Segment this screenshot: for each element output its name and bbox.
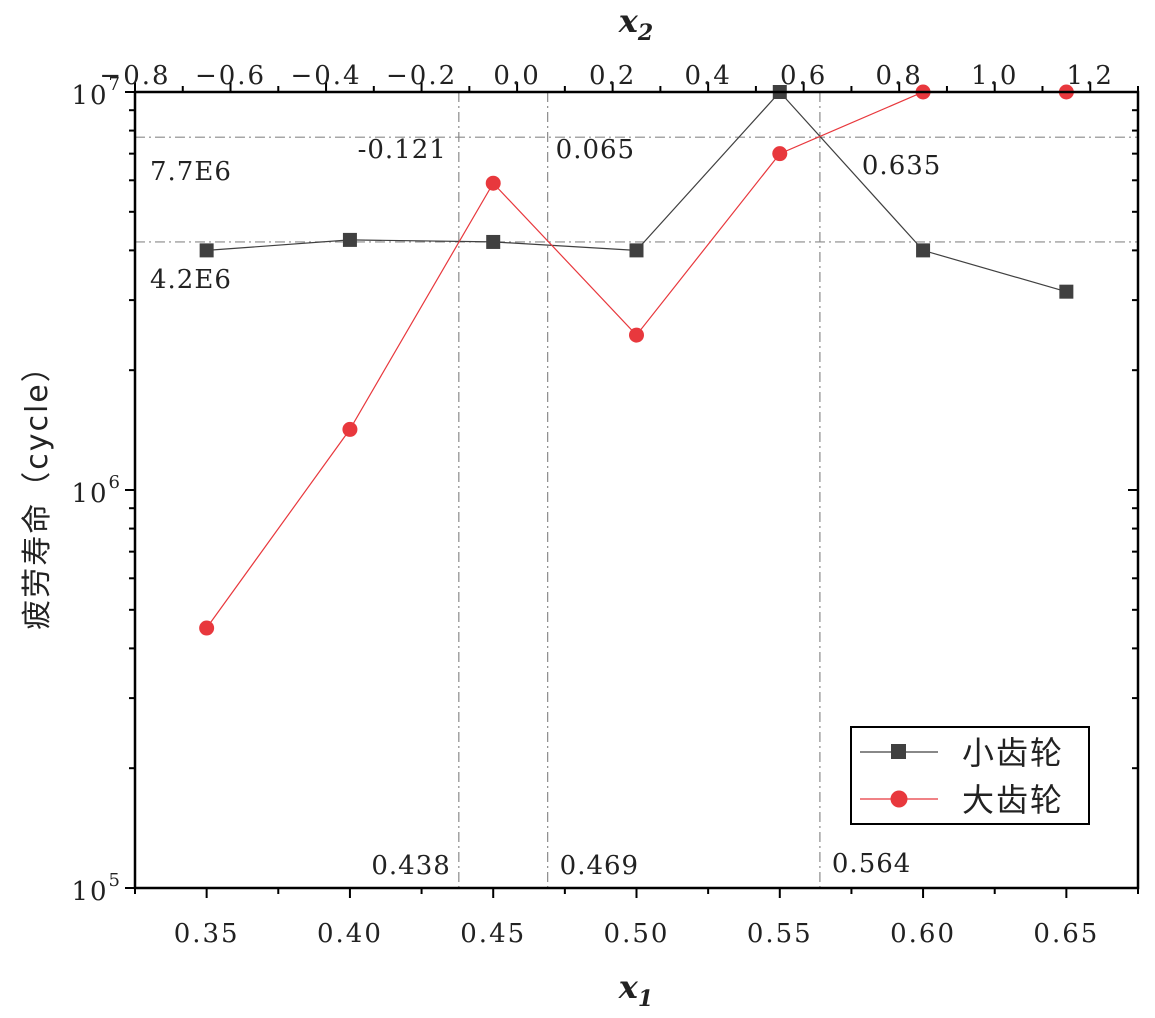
y-tick-label: 106 <box>71 472 122 509</box>
legend-marker-large-gear <box>890 790 908 808</box>
annotation-label: 0.635 <box>862 151 941 181</box>
x1-tick-label: 0.45 <box>460 919 526 949</box>
data-point-square <box>916 243 931 258</box>
annotation-label: 0.065 <box>556 135 635 165</box>
x2-tick-label: 0.6 <box>780 61 827 91</box>
x2-tick-label: 1.0 <box>971 61 1018 91</box>
series-line <box>206 91 1067 293</box>
data-point-square <box>199 243 214 258</box>
legend: 小齿轮 大齿轮 <box>850 726 1090 825</box>
x2-tick-label: −0.6 <box>195 61 266 91</box>
x1-tick-label: 0.55 <box>747 919 813 949</box>
x1-tick-label: 0.50 <box>604 919 670 949</box>
x2-tick-label: 1.2 <box>1067 61 1114 91</box>
annotation-label: 0.469 <box>560 851 639 881</box>
x2-tick-label: −0.8 <box>99 61 170 91</box>
data-point-square <box>486 234 501 249</box>
x1-tick-label: 0.40 <box>317 919 383 949</box>
x2-tick-label: 0.4 <box>684 61 731 91</box>
legend-box <box>850 726 1090 825</box>
tick-labels: 0.35 0.40 0.45 0.50 0.55 0.60 0.65 −0.8 −0.6 −0.4… <box>71 61 1114 949</box>
data-point-circle <box>629 327 644 343</box>
annotations: 0.438 0.469 0.564 -0.121 0.065 0.635 7.7E6 4.2E… <box>150 135 941 881</box>
data-point-circle <box>485 175 501 191</box>
data-point-square <box>342 232 357 247</box>
legend-label-large-gear: 大齿轮 <box>962 781 1064 819</box>
x1-tick-label: 0.65 <box>1033 919 1099 949</box>
x2-tick-label: −0.2 <box>386 61 457 91</box>
legend-marker-small-gear <box>891 744 906 759</box>
annotation-label: 7.7E6 <box>150 157 232 187</box>
x2-tick-label: −0.4 <box>290 61 361 91</box>
y-tick-label: 107 <box>71 74 122 111</box>
annotation-label: -0.121 <box>358 135 447 165</box>
x1-tick-label: 0.60 <box>890 919 956 949</box>
data-point-circle <box>342 421 358 437</box>
x1-axis-title: x1 <box>618 968 653 1012</box>
plot-frame <box>133 90 1140 890</box>
y-tick-label: 105 <box>71 870 122 907</box>
data-series <box>199 84 1074 636</box>
x1-tick-label: 0.35 <box>174 919 240 949</box>
legend-label-small-gear: 小齿轮 <box>962 734 1064 772</box>
data-point-square <box>629 243 644 258</box>
data-point-circle <box>199 620 215 636</box>
reference-lines <box>135 92 1138 888</box>
data-point-square <box>1059 284 1074 299</box>
data-point-circle <box>772 146 788 162</box>
annotation-label: 0.564 <box>832 849 911 879</box>
x2-tick-label: 0.8 <box>876 61 923 91</box>
y-axis-title: 疲劳寿命（cycle） <box>20 350 55 630</box>
annotation-label: 0.438 <box>371 851 450 881</box>
x2-axis-title: x2 <box>618 2 653 46</box>
x2-tick-label: 0.2 <box>589 61 636 91</box>
x2-tick-label: 0.0 <box>493 61 540 91</box>
annotation-label: 4.2E6 <box>150 265 232 295</box>
